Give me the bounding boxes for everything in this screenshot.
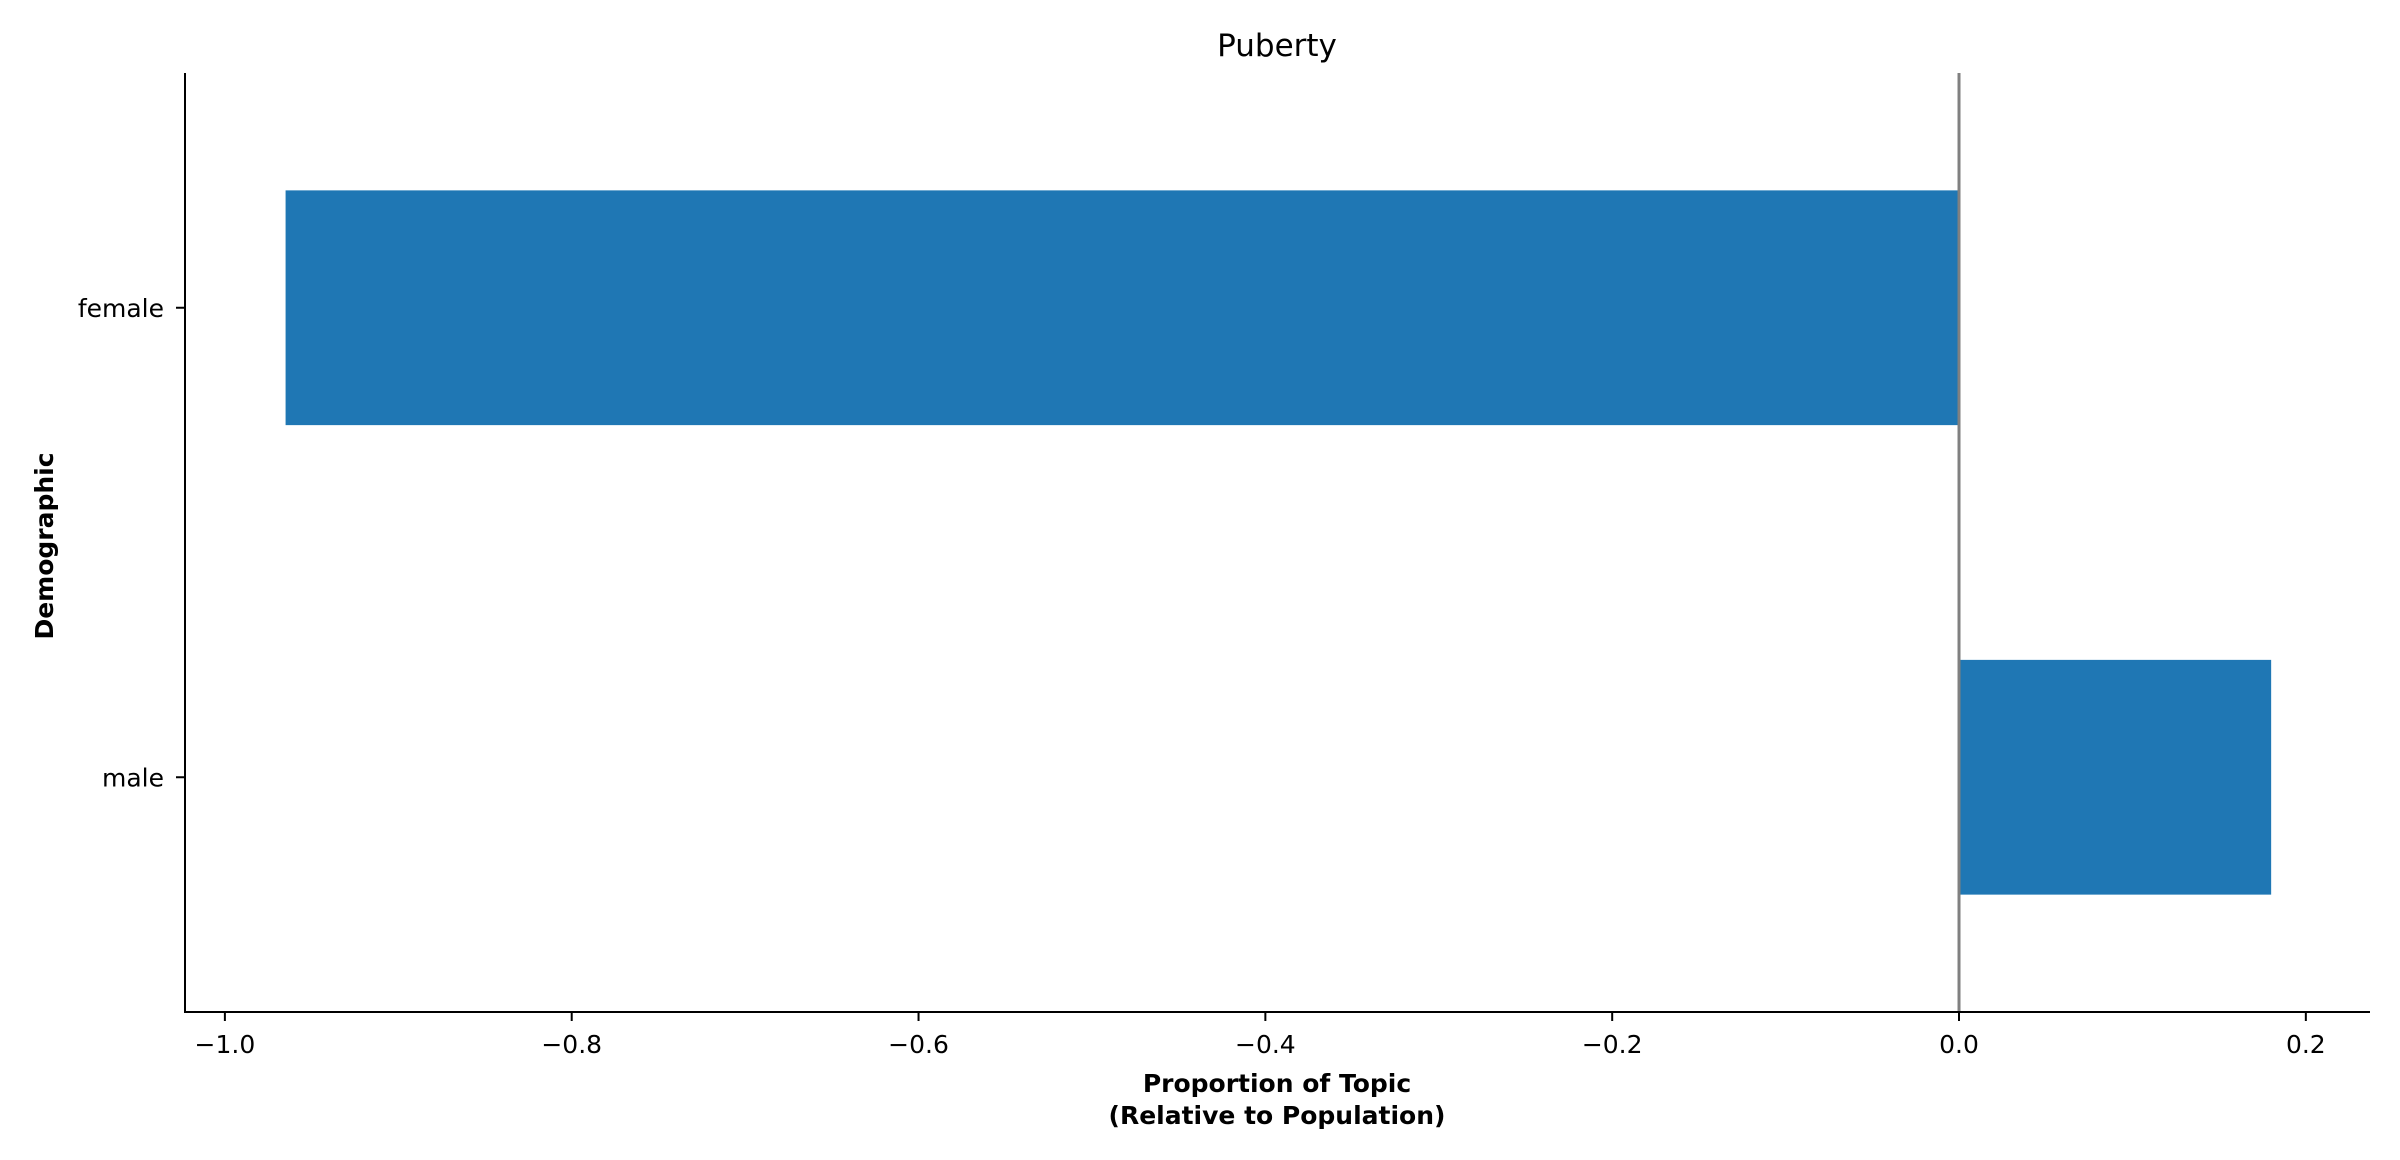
y-ticks-group: female male [78,294,185,792]
y-tick-label-male: male [102,763,164,792]
x-tick-label: −0.2 [1582,1030,1643,1059]
x-ticks-group: −1.0 −0.8 −0.6 −0.4 −0.2 0.0 0.2 [195,1012,2326,1059]
y-axis-label: Demographic [30,452,59,639]
x-tick-label: 0.0 [1939,1030,1979,1059]
bar-female [285,190,1960,426]
chart-title: Puberty [1217,28,1337,64]
x-axis-label-line1: Proportion of Topic [1143,1069,1411,1098]
x-tick-label: −1.0 [195,1030,256,1059]
bars-group [285,190,2272,895]
x-tick-label: −0.4 [1235,1030,1296,1059]
x-tick-label: 0.2 [2286,1030,2326,1059]
bar-male [1959,659,2272,895]
y-tick-label-female: female [78,294,164,323]
x-tick-label: −0.8 [541,1030,602,1059]
x-tick-label: −0.6 [888,1030,949,1059]
x-axis-label-line2: (Relative to Population) [1109,1101,1446,1130]
